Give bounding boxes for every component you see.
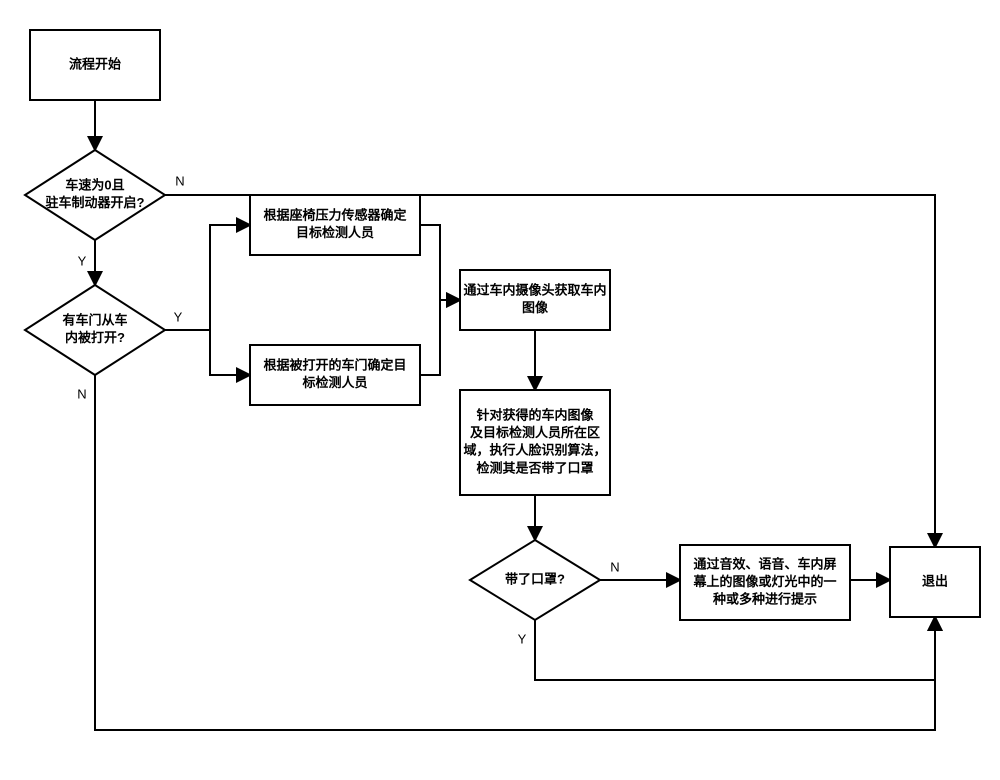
node-label-b_alert-0: 通过音效、语音、车内屏 (693, 556, 836, 571)
edge-e12 (535, 617, 935, 680)
edge-label-e12: Y (518, 631, 527, 646)
edge-e5 (165, 330, 250, 375)
edge-label-e4: Y (174, 309, 183, 324)
node-label-b_cam-0: 通过车内摄像头获取车内 (463, 283, 606, 298)
node-label-b_seat-1: 目标检测人员 (296, 225, 374, 240)
edge-label-e10: N (610, 559, 619, 574)
edge-label-e2: N (175, 173, 184, 188)
node-label-b_face-1: 及目标检测人员所在区 (470, 425, 600, 440)
node-label-start-0: 流程开始 (69, 56, 121, 71)
edge-label-e3: Y (78, 253, 87, 268)
node-label-b_alert-1: 幕上的图像或灯光中的一 (692, 574, 836, 589)
flowchart-canvas: N Y Y N Y N 流程开始车速为0且驻车制动器开启? 有车门从车内被打开? 根据座椅压力传… (0, 0, 1000, 780)
node-label-b_face-3: 检测其是否带了口罩 (476, 460, 593, 475)
node-label-d_door-0: 有车门从车 (62, 313, 127, 328)
node-label-b_alert-2: 种或多种进行提示 (712, 591, 817, 606)
node-label-b_face-2: 域，执行人脸识别算法， (463, 443, 606, 458)
edge-e7 (420, 300, 460, 375)
node-label-d_speed-1: 驻车制动器开启? (46, 195, 145, 210)
node-label-b_exit-0: 退出 (922, 573, 948, 588)
node-label-b_face-0: 针对获得的车内图像 (475, 408, 594, 423)
node-label-b_seat-0: 根据座椅压力传感器确定 (263, 208, 406, 223)
node-label-d_mask-0: 带了口罩? (505, 571, 565, 586)
node-label-d_speed-0: 车速为0且 (65, 178, 124, 193)
edge-e6 (420, 225, 460, 300)
node-label-b_opened-0: 根据被打开的车门确定目 (263, 358, 406, 373)
node-label-b_opened-1: 标检测人员 (301, 375, 367, 390)
node-label-b_cam-1: 图像 (522, 300, 549, 315)
edge-label-e13: N (77, 386, 86, 401)
node-label-d_door-1: 内被打开? (65, 330, 125, 345)
